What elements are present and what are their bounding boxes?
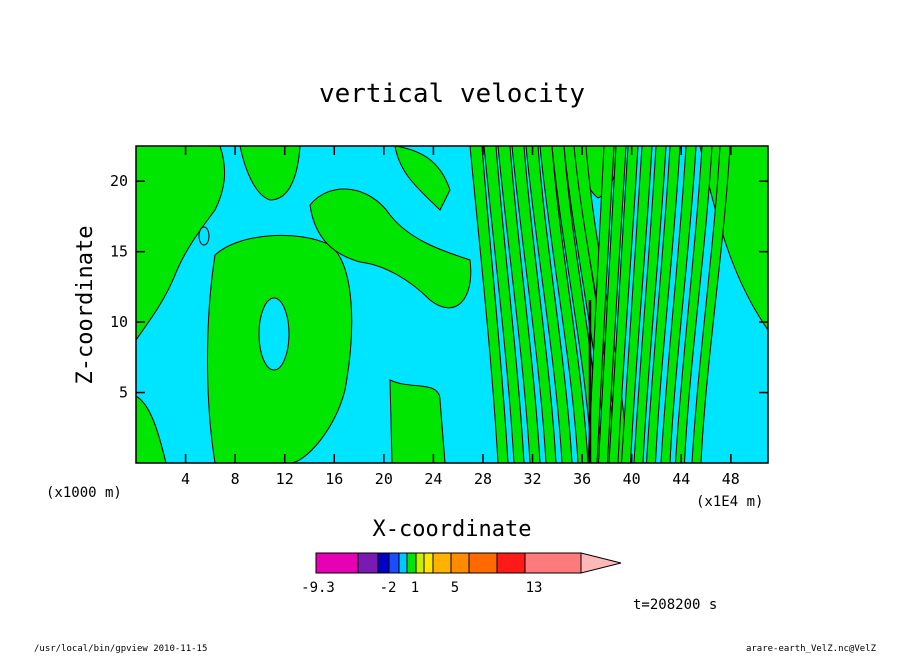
colorbar-swatch <box>388 552 400 574</box>
y-axis: 5 10 15 20 <box>110 172 768 402</box>
colorbar-labels: -9.3 -2 1 5 13 <box>301 580 542 596</box>
colorbar-swatch <box>398 552 408 574</box>
time-label: t=208200 s <box>633 597 717 613</box>
x-unit-right: (x1E4 m) <box>696 494 763 510</box>
y-tick-label: 15 <box>110 243 128 261</box>
x-tick-label: 48 <box>722 470 740 488</box>
x-unit-left: (x1000 m) <box>46 485 122 501</box>
footer-right: arare-earth_VelZ.nc@VelZ <box>746 644 877 654</box>
positive-region <box>660 146 697 463</box>
positive-region <box>587 146 615 463</box>
colorbar-swatch <box>496 552 526 574</box>
colorbar-label: 5 <box>451 580 459 596</box>
x-tick-label: 36 <box>573 470 591 488</box>
x-tick-label: 4 <box>181 470 190 488</box>
colorbar-label: -2 <box>380 580 397 596</box>
positive-region <box>136 146 225 341</box>
positive-region <box>497 146 541 463</box>
y-axis-title: Z-coordinate <box>73 226 98 385</box>
positive-region <box>389 379 446 463</box>
y-tick-label: 10 <box>110 313 128 331</box>
x-tick-label: 28 <box>474 470 492 488</box>
positive-region <box>469 146 509 463</box>
x-tick-label: 16 <box>325 470 343 488</box>
footer-left: /usr/local/bin/gpview 2010-11-15 <box>34 644 207 654</box>
y-tick-label: 20 <box>110 172 128 190</box>
positive-region <box>483 146 525 463</box>
colorbar-swatch <box>524 552 582 574</box>
x-tick-label: 20 <box>375 470 393 488</box>
negative-region <box>258 297 290 371</box>
negative-region <box>198 226 210 246</box>
chart-title: vertical velocity <box>319 79 585 109</box>
colorbar-label: -9.3 <box>301 580 335 596</box>
positive-region <box>633 146 667 463</box>
x-tick-label: 12 <box>276 470 294 488</box>
x-axis-title: X-coordinate <box>373 517 532 542</box>
positive-region <box>608 146 639 463</box>
colorbar-swatch <box>432 552 452 574</box>
positive-region <box>511 146 557 463</box>
positive-region <box>674 146 713 463</box>
positive-region <box>394 146 451 211</box>
colorbar-swatch <box>357 552 379 574</box>
positive-region <box>239 146 301 201</box>
x-tick-label: 32 <box>524 470 542 488</box>
positive-region <box>309 188 472 309</box>
positive-region <box>525 146 573 463</box>
positive-region <box>597 146 627 463</box>
plot-area <box>135 145 769 464</box>
x-tick-label: 44 <box>672 470 690 488</box>
x-tick-label: 8 <box>231 470 240 488</box>
colorbar-swatch <box>406 552 417 574</box>
x-tick-label: 24 <box>424 470 442 488</box>
y-tick-label: 5 <box>119 384 128 402</box>
positive-region <box>620 146 653 463</box>
plot-frame <box>135 145 769 464</box>
colorbar-arrow <box>580 552 622 574</box>
colorbar-swatch <box>377 552 390 574</box>
x-axis: 4 8 12 16 20 24 28 32 36 40 44 48 <box>181 146 740 488</box>
colorbar-swatch <box>450 552 470 574</box>
colorbar-swatch <box>423 552 434 574</box>
positive-region <box>539 146 589 463</box>
colorbar-label: 13 <box>526 580 543 596</box>
positive-region <box>691 146 731 463</box>
positive-region <box>645 146 681 463</box>
colorbar-label: 1 <box>411 580 419 596</box>
colorbar-swatch <box>415 552 425 574</box>
x-tick-label: 40 <box>623 470 641 488</box>
colorbar-swatch <box>315 552 359 574</box>
colorbar-swatch <box>468 552 498 574</box>
colorbar <box>315 552 622 574</box>
